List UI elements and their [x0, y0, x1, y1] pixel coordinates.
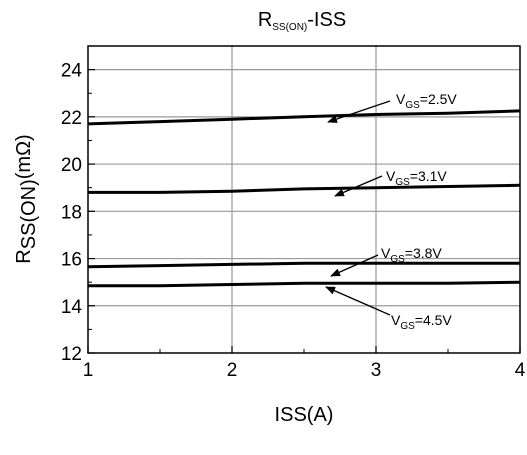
y-tick-label: 12	[61, 344, 82, 365]
y-tick-label: 16	[61, 250, 82, 271]
series-line	[88, 263, 520, 267]
y-tick-label: 20	[61, 155, 82, 176]
x-tick-label: 4	[515, 360, 526, 381]
y-tick-label: 14	[61, 297, 83, 318]
x-tick-label: 2	[227, 360, 238, 381]
annotation-label: VGS=4.5V	[391, 312, 452, 332]
y-tick-label: 22	[61, 108, 82, 129]
series-line	[88, 185, 520, 192]
x-tick-label: 3	[371, 360, 382, 381]
x-tick-labels: 1 2 3 4	[83, 360, 526, 381]
chart-title: RSS(ON)-ISS	[258, 9, 346, 33]
annotation-arrow	[326, 287, 390, 315]
annotation-arrow	[328, 101, 390, 122]
x-axis-title: ISS(A)	[275, 404, 334, 426]
x-tick-label: 1	[83, 360, 94, 381]
y-tick-label: 18	[61, 202, 82, 223]
y-tick-labels: 12 14 16 18 20 22 24	[61, 61, 83, 365]
annotation-label: VGS=2.5V	[396, 91, 457, 111]
annotation-label: VGS=3.1V	[386, 168, 447, 188]
y-tick-label: 24	[61, 61, 83, 82]
y-axis-title: RSS(ON)(mΩ)	[13, 134, 40, 263]
series-group	[88, 111, 520, 286]
annotation-arrow	[335, 176, 382, 196]
series-line	[88, 282, 520, 286]
